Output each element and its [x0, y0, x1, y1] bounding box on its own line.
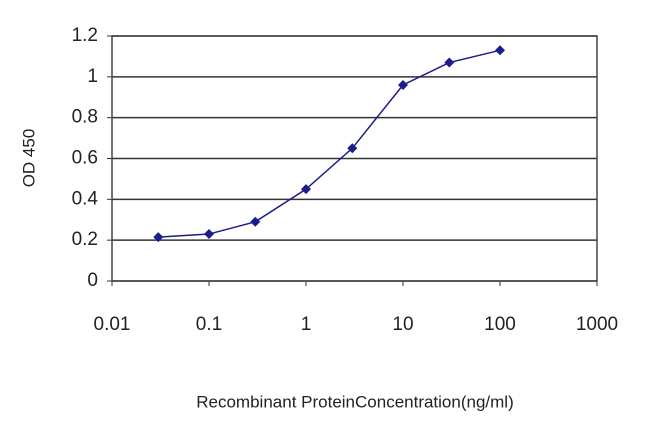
- plot-frame: [111, 35, 598, 282]
- x-tick-label: 1000: [576, 314, 618, 335]
- marker: [398, 80, 408, 90]
- y-tick-label: 0: [87, 270, 98, 291]
- x-tick-label: 10: [392, 314, 413, 335]
- x-axis-label: Recombinant ProteinConcentration(ng/ml): [196, 392, 514, 411]
- x-tick-label: 0.01: [94, 314, 131, 335]
- y-tick-label: 0.2: [72, 229, 98, 250]
- x-tick-label: 100: [484, 314, 516, 335]
- marker: [444, 57, 455, 68]
- marker: [301, 184, 311, 195]
- marker: [204, 229, 214, 240]
- marker: [495, 45, 505, 56]
- marker: [250, 216, 261, 227]
- y-tick-label: 0.8: [72, 107, 98, 128]
- x-tick-label: 0.1: [196, 314, 222, 335]
- marker: [153, 232, 164, 243]
- y-tick-label: 1: [87, 66, 98, 87]
- line: [158, 49, 501, 238]
- y-tick-label: 0.6: [72, 148, 98, 169]
- x-tick-label: 1: [301, 314, 312, 335]
- y-axis-label: OD 450: [19, 129, 38, 188]
- marker: [347, 143, 358, 154]
- y-tick-label: 0.4: [72, 188, 99, 209]
- y-tick-label: 1.2: [72, 25, 98, 46]
